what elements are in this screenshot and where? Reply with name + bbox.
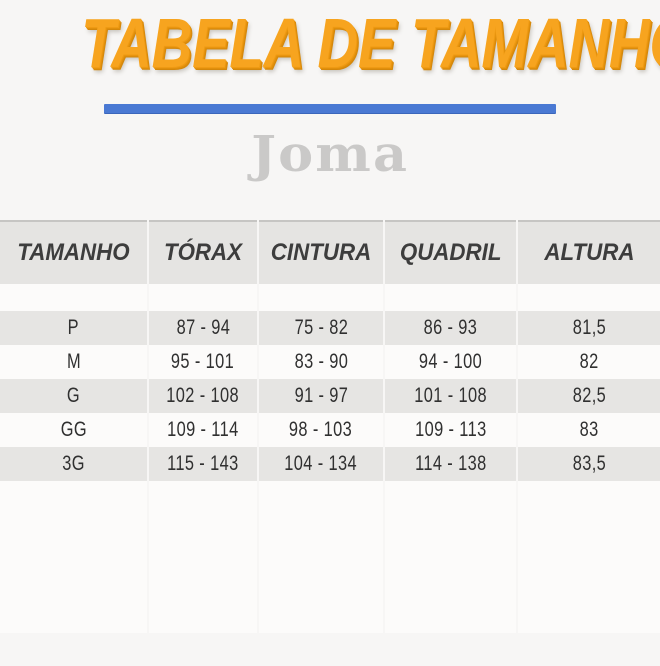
altura-cell: 83 (579, 418, 599, 441)
table-row-g: G 102 - 108 91 - 97 101 - 108 82,5 (0, 379, 660, 413)
torax-cell: 95 - 101 (148, 345, 259, 379)
column-header-cintura: CINTURA (258, 221, 385, 284)
size-cell: 3G (0, 447, 149, 481)
title-underline-bar (104, 104, 556, 113)
table-header-row: TAMANHO TÓRAX CINTURA QUADRIL ALTURA (0, 221, 660, 284)
altura-cell: 81,5 (572, 316, 606, 339)
column-header-altura: ALTURA (543, 239, 635, 266)
cintura-cell: 104 - 134 (258, 447, 385, 481)
table-row-gg: GG 109 - 114 98 - 103 109 - 113 83 (0, 413, 660, 447)
size-cell: M (0, 345, 149, 379)
quadril-cell: 101 - 108 (384, 379, 518, 413)
size-table: TAMANHO TÓRAX CINTURA QUADRIL ALTURA P 8… (0, 220, 660, 633)
cintura-cell: 75 - 82 (258, 311, 385, 345)
spacer-row (0, 284, 660, 311)
table-row-p: P 87 - 94 75 - 82 86 - 93 81,5 (0, 311, 660, 345)
quadril-cell: 94 - 100 (384, 345, 518, 379)
altura-cell: 83,5 (572, 452, 606, 475)
quadril-cell: 109 - 113 (384, 413, 518, 447)
column-header-quadril: QUADRIL (384, 221, 518, 284)
brand-logo: Joma (0, 124, 660, 190)
table-row-m: M 95 - 101 83 - 90 94 - 100 82 (0, 345, 660, 379)
page-title-text: TABELA DE TAMANHOS (81, 4, 660, 82)
size-cell: GG (0, 413, 149, 447)
page-title: TABELA DE TAMANHOS (0, 6, 660, 100)
brand-logo-text: Joma (251, 124, 409, 183)
table-row-3g: 3G 115 - 143 104 - 134 114 - 138 83,5 (0, 447, 660, 481)
torax-cell: 115 - 143 (148, 447, 259, 481)
size-cell: G (0, 379, 149, 413)
altura-cell: 82 (579, 350, 599, 373)
quadril-cell: 86 - 93 (384, 311, 518, 345)
column-header-torax: TÓRAX (148, 221, 259, 284)
table-filler-row (0, 481, 660, 633)
torax-cell: 102 - 108 (148, 379, 259, 413)
cintura-cell: 98 - 103 (258, 413, 385, 447)
altura-cell: 82,5 (572, 384, 606, 407)
cintura-cell: 83 - 90 (258, 345, 385, 379)
torax-cell: 109 - 114 (148, 413, 259, 447)
torax-cell: 87 - 94 (148, 311, 259, 345)
column-header-tamanho: TAMANHO (0, 221, 149, 284)
quadril-cell: 114 - 138 (384, 447, 518, 481)
size-cell: P (0, 311, 149, 345)
cintura-cell: 91 - 97 (258, 379, 385, 413)
